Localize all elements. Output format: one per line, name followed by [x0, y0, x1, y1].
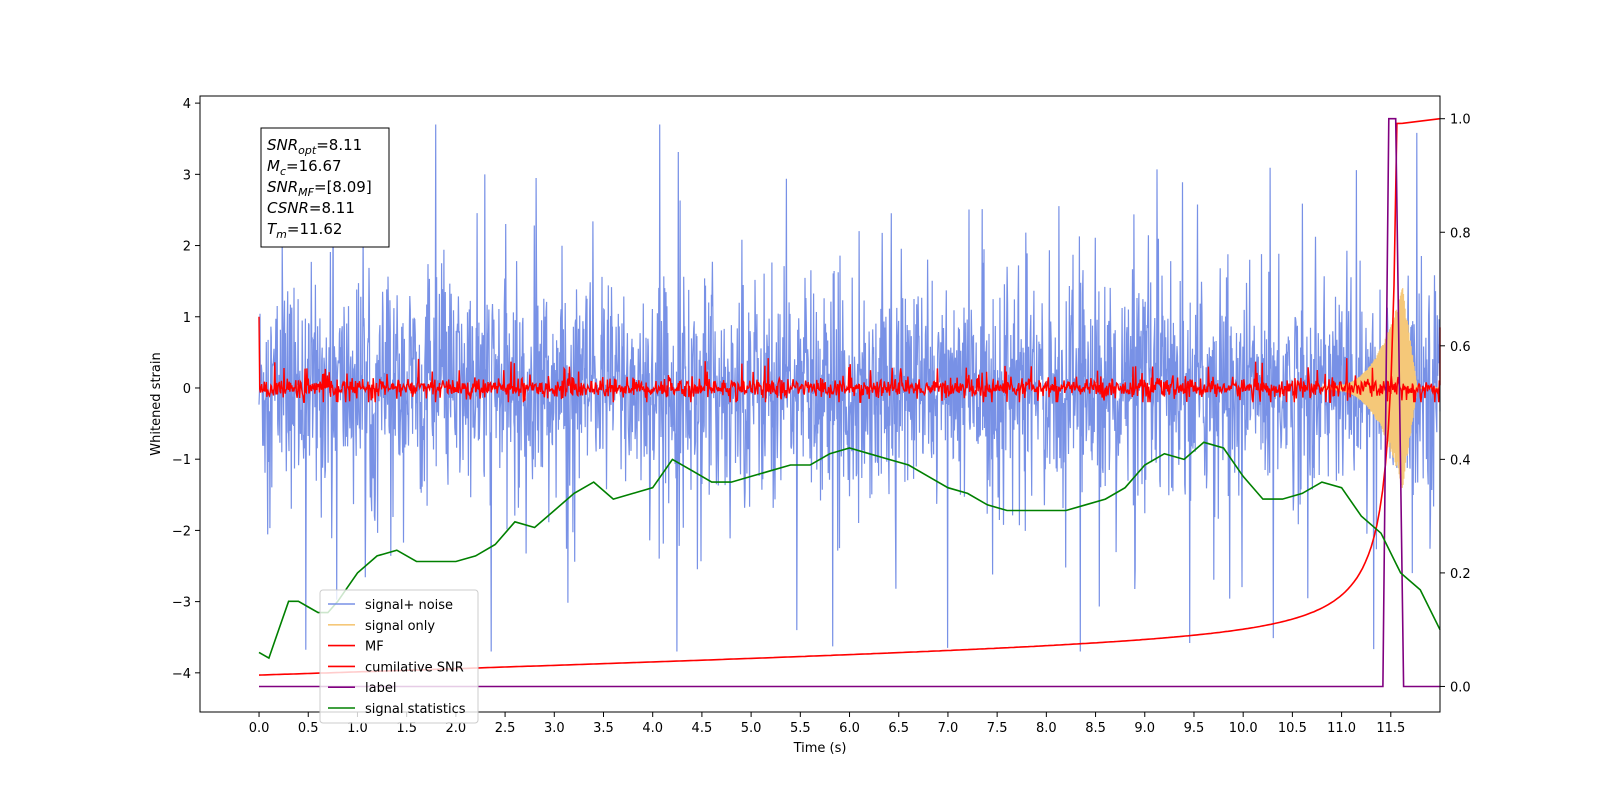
y-tick-label: 4	[183, 97, 191, 112]
y-tick-label: −3	[172, 596, 191, 611]
info-box: SNRopt=8.11Mc=16.67SNRMF=[8.09]CSNR=8.11…	[260, 127, 390, 248]
x-tick-label: 5.0	[741, 721, 762, 736]
info-box-line: SNRMF=[8.09]	[267, 178, 372, 199]
x-tick-label: 2.5	[495, 721, 516, 736]
y-tick-label: −2	[172, 524, 191, 539]
y-tick-label: −4	[172, 667, 191, 682]
legend-label: cumilative SNR	[365, 660, 464, 675]
x-tick-label: 1.5	[396, 721, 417, 736]
info-box-line: CSNR=8.11	[267, 199, 355, 217]
x-tick-label: 0.5	[298, 721, 319, 736]
legend-label: signal+ noise	[365, 598, 453, 613]
y-tick-label: −1	[172, 453, 191, 468]
y2-tick-label: 0.4	[1450, 453, 1471, 468]
x-tick-label: 8.5	[1085, 721, 1106, 736]
x-tick-label: 3.0	[544, 721, 565, 736]
x-tick-label: 11.0	[1327, 721, 1356, 736]
x-tick-label: 8.0	[1036, 721, 1057, 736]
x-tick-label: 10.5	[1278, 721, 1307, 736]
legend-label: signal statistics	[365, 702, 466, 717]
x-tick-label: 6.5	[888, 721, 909, 736]
axes-frame	[199, 95, 1441, 713]
x-tick-label: 7.5	[987, 721, 1008, 736]
y-axis-label: Whitened strain	[149, 352, 164, 455]
x-tick-label: 5.5	[790, 721, 811, 736]
y-axis-right: 1.0 0.8 0.6 0.4 0.2 0.0	[1440, 113, 1471, 695]
series-label-line	[259, 117, 1440, 688]
y-tick-label: 3	[183, 168, 191, 183]
y2-tick-label: 0.2	[1450, 567, 1471, 582]
x-tick-label: 11.5	[1376, 721, 1405, 736]
y2-tick-label: 1.0	[1450, 113, 1471, 128]
x-tick-label: 1.0	[347, 721, 368, 736]
y-axis-left: 4 3 2 1 0 −1 −2 −3 −4	[172, 97, 200, 682]
info-box-line: SNRopt=8.11	[267, 136, 362, 157]
y2-tick-label: 0.8	[1450, 226, 1471, 241]
x-tick-label: 10.0	[1229, 721, 1258, 736]
x-axis: 0.0 0.5 1.0 1.5 2.0 2.5 3.0 3.5 4.0 4.5 5.0 5.5 6.0 6…	[249, 712, 1405, 736]
y-tick-label: 1	[183, 311, 191, 326]
x-tick-label: 4.5	[692, 721, 713, 736]
legend: signal+ noise signal only MF cumilative SNR…	[319, 589, 479, 724]
y-tick-label: 2	[183, 240, 191, 255]
series-mf-line	[258, 316, 1441, 403]
info-box-line: Tm=11.62	[267, 220, 342, 241]
legend-label: MF	[365, 640, 384, 655]
y2-tick-label: 0.0	[1450, 680, 1471, 695]
info-box-line: Mc=16.67	[267, 157, 342, 178]
y-tick-label: 0	[183, 382, 191, 397]
x-tick-label: 7.0	[938, 721, 959, 736]
x-tick-label: 9.5	[1184, 721, 1205, 736]
legend-label: signal only	[365, 619, 435, 634]
series-signal-noise-line	[258, 124, 1441, 652]
y2-tick-label: 0.6	[1450, 340, 1471, 355]
x-tick-label: 9.0	[1134, 721, 1155, 736]
x-tick-label: 6.0	[839, 721, 860, 736]
x-axis-label: Time (s)	[793, 741, 847, 756]
info-box-frame	[260, 127, 390, 248]
x-tick-label: 4.0	[642, 721, 663, 736]
x-tick-label: 2.0	[446, 721, 467, 736]
legend-frame	[319, 589, 479, 724]
series-signal-statistics-line	[258, 441, 1441, 660]
x-tick-label: 0.0	[249, 721, 270, 736]
x-tick-label: 3.5	[593, 721, 614, 736]
legend-label: label	[365, 681, 396, 696]
